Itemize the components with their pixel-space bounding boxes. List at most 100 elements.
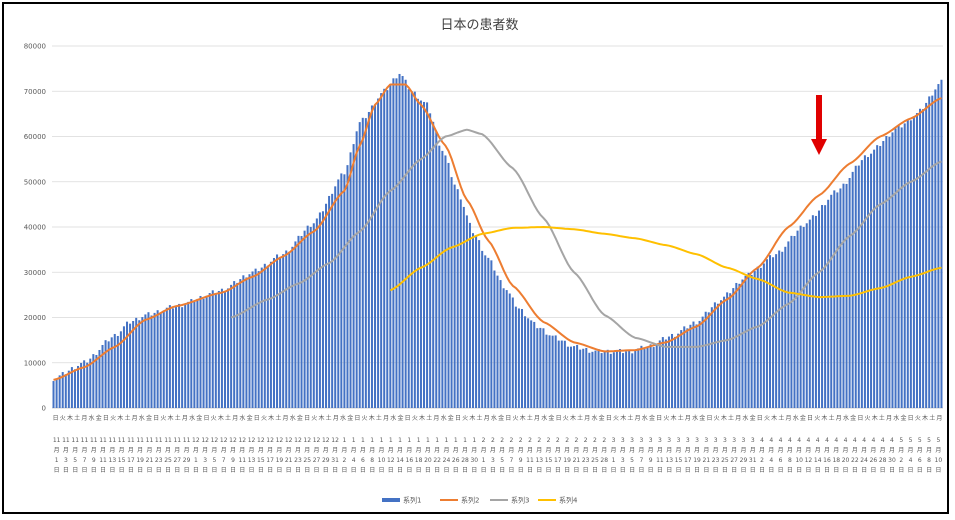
x-month-unit: 月 [722,447,728,454]
bar [205,295,208,408]
bar [563,340,566,408]
bar [104,340,107,408]
x-day-unit: 日 [685,467,691,474]
x-weekday-label: 金 [146,414,152,422]
x-month-label: 11 [146,437,154,444]
x-month-label: 12 [211,437,219,444]
bar [695,324,698,408]
bar [220,288,223,408]
x-day-label: 1 [482,457,486,464]
x-month-label: 11 [155,437,163,444]
x-day-label: 2 [342,457,346,464]
x-day-unit: 日 [63,467,69,474]
x-day-label: 13 [535,457,543,464]
bar [300,236,303,408]
x-weekday-label: 日 [857,415,863,422]
bar [377,98,380,409]
bar [814,215,817,408]
bar [67,370,70,408]
bar [631,353,634,408]
x-day-unit: 日 [536,467,542,474]
x-weekday-label: 土 [678,414,684,422]
x-month-label: 4 [871,437,875,444]
x-month-label: 3 [677,437,681,444]
bar [692,321,695,408]
x-month-unit: 月 [564,447,570,454]
x-weekday-label: 日 [656,415,662,422]
series-line [389,226,942,299]
x-day-unit: 日 [870,467,876,474]
x-weekday-label: 土 [376,414,382,422]
bar [325,203,328,408]
bar [741,279,744,408]
x-day-unit: 日 [917,467,923,474]
x-month-label: 12 [229,437,237,444]
x-day-label: 29 [183,457,191,464]
x-day-unit: 日 [332,467,338,474]
x-day-unit: 日 [880,467,886,474]
bar [349,152,352,408]
x-month-label: 12 [331,437,339,444]
bar [184,304,187,408]
bar [937,84,940,408]
bar [701,316,704,408]
x-day-unit: 日 [731,467,737,474]
x-weekday-label: 金 [900,414,906,422]
x-day-unit: 日 [759,467,765,474]
x-day-unit: 日 [555,467,561,474]
x-day-label: 21 [285,457,293,464]
x-month-label: 1 [380,437,384,444]
x-month-unit: 月 [685,447,691,454]
x-day-label: 17 [684,457,692,464]
bar [401,76,404,409]
x-month-unit: 月 [304,447,310,454]
bar [729,293,732,408]
x-month-label: 3 [723,437,727,444]
x-month-unit: 月 [694,447,700,454]
x-weekday-label: 火 [211,415,217,422]
x-month-label: 3 [686,437,690,444]
x-day-unit: 日 [267,467,273,474]
x-month-label: 4 [834,437,838,444]
bar [671,333,674,408]
bar [193,301,196,408]
x-month-label: 12 [266,437,274,444]
x-weekday-label: 日 [706,415,712,422]
bar [98,349,101,408]
bar [113,333,116,408]
bar [171,308,174,408]
bar [165,307,168,408]
bar [453,184,456,408]
x-month-label: 12 [303,437,311,444]
x-day-label: 28 [879,457,887,464]
x-day-label: 7 [222,457,226,464]
bar [150,315,153,408]
x-month-label: 2 [547,437,551,444]
bar [386,90,389,408]
bar [661,337,664,408]
x-day-unit: 日 [592,467,598,474]
x-day-label: 6 [918,457,922,464]
x-weekday-label: 月 [836,415,842,422]
bar [824,205,827,408]
bar [640,345,643,408]
bar [928,96,931,408]
legend-swatch [382,498,400,502]
x-month-unit: 月 [184,447,190,454]
x-month-label: 11 [127,437,135,444]
legend-label: 系列3 [511,496,529,505]
bar [407,89,410,408]
bar [796,230,799,408]
x-month-label: 11 [71,437,79,444]
bar [279,256,282,408]
bar [370,105,373,409]
x-month-label: 3 [751,437,755,444]
bar [612,352,615,408]
x-weekday-label: 木 [469,414,475,422]
x-weekday-label: 月 [81,415,87,422]
bar [187,301,190,408]
x-month-unit: 月 [508,447,514,454]
x-month-label: 11 [136,437,144,444]
bar [223,291,227,408]
bar [762,263,765,408]
